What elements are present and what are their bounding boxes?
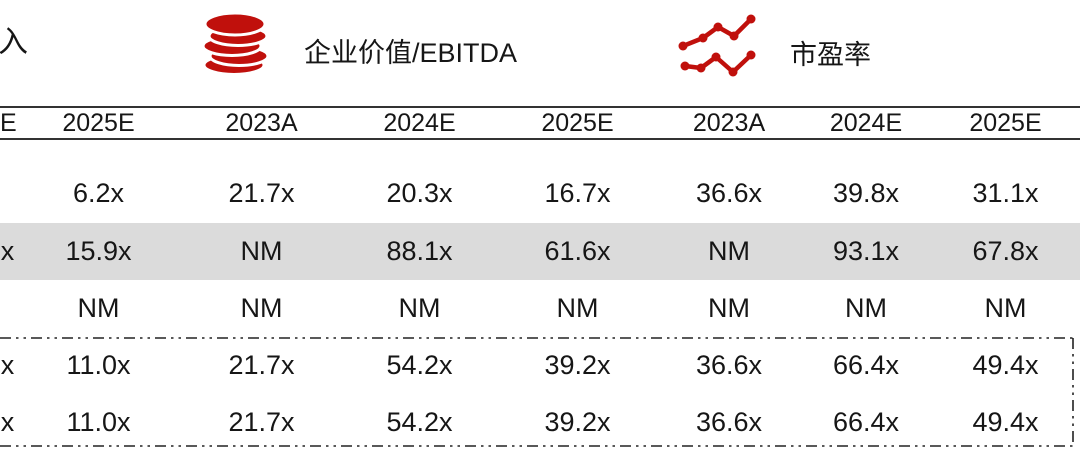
- legend-item-ev-ebitda: 企业价值/EBITDA: [196, 10, 517, 83]
- table-cell: 36.6x: [695, 407, 763, 437]
- table-cell: 16.7x: [544, 178, 611, 208]
- table-cell: x: [0, 407, 15, 437]
- legend-item-pe: 市盈率: [678, 13, 871, 84]
- table-cell: 39.8x: [832, 178, 900, 208]
- table-cell: 49.4x: [972, 407, 1039, 437]
- table-cell: x: [0, 350, 15, 380]
- table-row: x 11.0x 21.7x 54.2x 39.2x 36.6x 66.4x 49.4x: [0, 394, 1080, 451]
- table-cell: x: [0, 236, 15, 266]
- table-cell: 36.6x: [695, 350, 763, 380]
- legend-ev-ebitda-label: 企业价值/EBITDA: [304, 38, 518, 68]
- table-row: 6.2x 21.7x 20.3x 16.7x 36.6x 39.8x 31.1x: [0, 140, 1080, 223]
- column-header: 2024E: [383, 108, 456, 137]
- comparables-table: E 2025E 2023A 2024E 2025E 2023A 2024E 20…: [0, 106, 1080, 451]
- column-header: 2024E: [829, 108, 903, 137]
- table-cell: 20.3x: [386, 178, 453, 208]
- column-header: 2025E: [541, 108, 614, 137]
- table-cell: NM: [984, 293, 1027, 323]
- table-cell: 54.2x: [386, 407, 453, 437]
- column-header: 2023A: [692, 108, 766, 137]
- table-cell: 54.2x: [386, 350, 453, 380]
- table-cell: 15.9x: [65, 236, 132, 266]
- line-chart-icon: [678, 13, 756, 84]
- table-cell: 21.7x: [228, 178, 295, 208]
- table-row: NM NM NM NM NM NM NM: [0, 280, 1080, 337]
- table-cell: 11.0x: [66, 350, 131, 380]
- table-cell: NM: [556, 293, 599, 323]
- table-cell: 21.7x: [228, 350, 295, 380]
- table-row: x 11.0x 21.7x 54.2x 39.2x 36.6x 66.4x 49.4x: [0, 337, 1080, 394]
- table-cell: 21.7x: [228, 407, 295, 437]
- table-cell: NM: [708, 236, 750, 266]
- column-header: 2023A: [225, 108, 298, 137]
- table-cell: 66.4x: [832, 350, 900, 380]
- table-body: 6.2x 21.7x 20.3x 16.7x 36.6x 39.8x 31.1x x 15.9x…: [0, 140, 1080, 451]
- table-cell: 11.0x: [66, 407, 131, 437]
- table-cell: 6.2x: [72, 178, 125, 208]
- table-cell: 88.1x: [386, 236, 453, 266]
- table-cell: NM: [708, 293, 750, 323]
- table-cell: 39.2x: [544, 350, 611, 380]
- table-cell: 49.4x: [972, 350, 1039, 380]
- table-cell: 61.6x: [544, 236, 611, 266]
- table-cell: 31.1x: [972, 178, 1039, 208]
- table-cell: 67.8x: [972, 236, 1039, 266]
- legend-partial-revenue-label: 入: [0, 26, 28, 59]
- table-cell: NM: [845, 293, 887, 323]
- table-cell: NM: [398, 293, 441, 323]
- column-header: 2025E: [62, 108, 135, 137]
- table-header-row: E 2025E 2023A 2024E 2025E 2023A 2024E 20…: [0, 106, 1080, 140]
- column-header: E: [0, 108, 17, 137]
- table-cell: NM: [240, 236, 283, 266]
- legend-pe-label: 市盈率: [790, 40, 871, 70]
- table-cell: 93.1x: [832, 236, 900, 266]
- coins-icon: [196, 10, 276, 83]
- table-cell: 66.4x: [832, 407, 900, 437]
- table-cell: 39.2x: [544, 407, 611, 437]
- table-cell: 36.6x: [695, 178, 763, 208]
- table-row: x 15.9x NM 88.1x 61.6x NM 93.1x 67.8x: [0, 223, 1080, 280]
- table-cell: NM: [77, 293, 120, 323]
- table-cell: NM: [240, 293, 283, 323]
- column-header: 2025E: [969, 108, 1042, 137]
